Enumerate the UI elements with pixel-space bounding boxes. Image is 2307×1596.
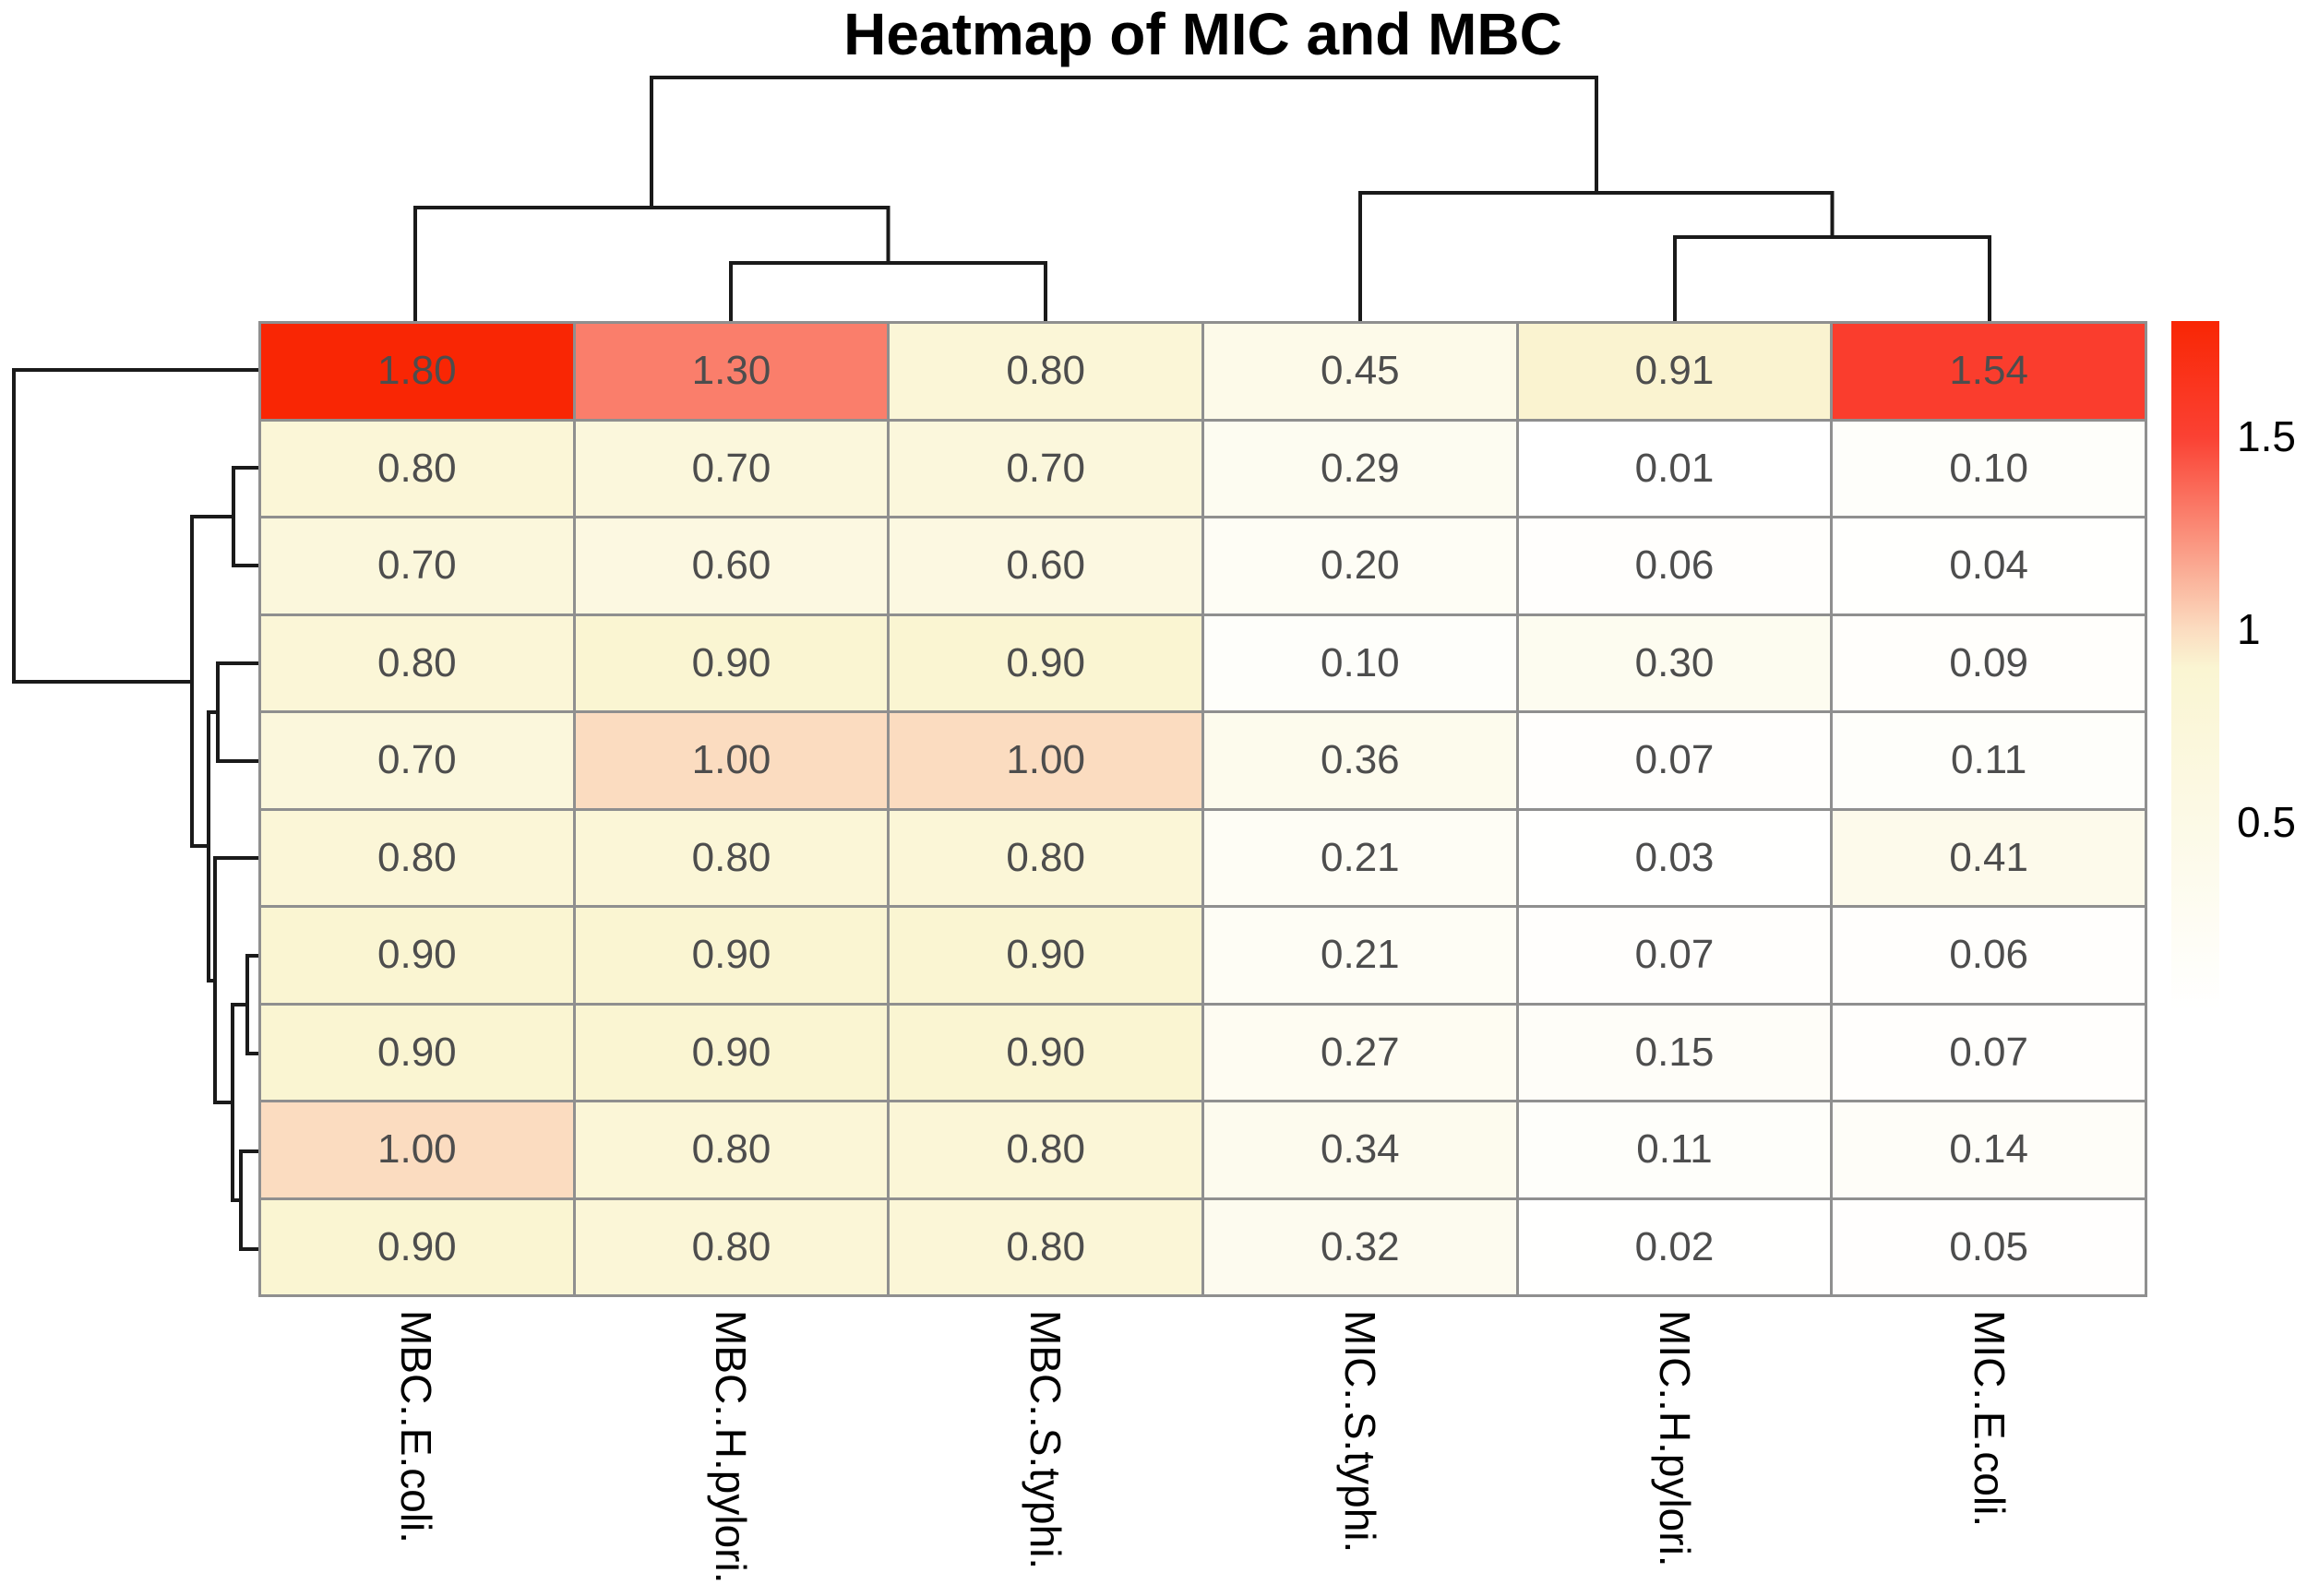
heatmap-cell: 0.10 [1833, 421, 2145, 516]
heatmap-cell: 0.60 [890, 518, 1201, 613]
heatmap-cell: 0.90 [575, 615, 888, 710]
heatmap-cell: 0.80 [261, 615, 573, 710]
column-label: MBC..S.typhi. [1021, 1310, 1070, 1570]
heatmap-cell: 0.70 [890, 421, 1201, 516]
dendrogram-branch [12, 368, 258, 684]
column-label: MBC..H.pylori. [706, 1310, 755, 1584]
heatmap-cell: 0.80 [575, 1199, 888, 1294]
heatmap-cell: 0.41 [1833, 810, 2145, 905]
heatmap-cell: 1.00 [575, 713, 888, 808]
heatmap-cell: 0.10 [1203, 615, 1516, 710]
heatmap-cell: 0.80 [890, 1199, 1201, 1294]
heatmap-cell: 0.80 [261, 421, 573, 516]
heatmap-cell: 0.90 [575, 1005, 888, 1100]
heatmap-cell: 0.90 [261, 908, 573, 1003]
heatmap-cell: 0.90 [890, 615, 1201, 710]
heatmap-cell: 0.21 [1203, 908, 1516, 1003]
heatmap-cell: 0.70 [261, 518, 573, 613]
heatmap-cell: 0.90 [890, 1005, 1201, 1100]
heatmap-cell: 0.01 [1518, 421, 1831, 516]
heatmap-cell: 0.90 [261, 1199, 573, 1294]
heatmap-cell: 0.03 [1518, 810, 1831, 905]
heatmap-cell: 0.02 [1518, 1199, 1831, 1294]
heatmap-cell: 0.80 [575, 810, 888, 905]
heatmap-cell: 1.30 [575, 324, 888, 419]
column-label: MIC..H.pylori. [1651, 1310, 1700, 1567]
heatmap-cell: 0.07 [1518, 713, 1831, 808]
dendrogram-branch [1358, 191, 1835, 321]
heatmap-cell: 0.80 [890, 810, 1201, 905]
heatmap-cell: 0.11 [1518, 1102, 1831, 1197]
dendrogram-branch [232, 466, 258, 567]
heatmap-cell: 0.80 [890, 1102, 1201, 1197]
heatmap-cell: 0.06 [1833, 908, 2145, 1003]
dendrogram-branch [216, 661, 258, 763]
legend-colorbar [2171, 321, 2219, 1011]
heatmap-cell: 0.30 [1518, 615, 1831, 710]
heatmap-cell: 0.91 [1518, 324, 1831, 419]
heatmap-cell: 0.32 [1203, 1199, 1516, 1294]
heatmap-cell: 0.34 [1203, 1102, 1516, 1197]
heatmap-cell: 0.70 [261, 713, 573, 808]
heatmap-cell: 0.11 [1833, 713, 2145, 808]
heatmap-cell: 0.04 [1833, 518, 2145, 613]
dendrogram-branch [245, 954, 258, 1055]
heatmap-cell: 1.54 [1833, 324, 2145, 419]
legend-tick-label: 0.5 [2237, 798, 2296, 847]
heatmap-cell: 0.80 [261, 810, 573, 905]
heatmap-cell: 0.36 [1203, 713, 1516, 808]
heatmap-cell: 0.21 [1203, 810, 1516, 905]
dendrogram-branch [1673, 235, 1991, 321]
heatmap-cell: 1.00 [890, 713, 1201, 808]
heatmap-cell: 0.15 [1518, 1005, 1831, 1100]
dendrogram-branch [650, 76, 1598, 208]
heatmap-cell: 0.90 [890, 908, 1201, 1003]
heatmap-cell: 0.20 [1203, 518, 1516, 613]
legend-tick-label: 1 [2237, 605, 2261, 654]
dendrogram-branch [239, 1149, 258, 1251]
heatmap-cell: 0.07 [1518, 908, 1831, 1003]
heatmap-cell: 0.90 [261, 1005, 573, 1100]
heatmap-cell: 0.80 [890, 324, 1201, 419]
heatmap-cell: 1.80 [261, 324, 573, 419]
heatmap-cell: 0.14 [1833, 1102, 2145, 1197]
heatmap-cell: 0.45 [1203, 324, 1516, 419]
chart-title: Heatmap of MIC and MBC [843, 1, 1562, 67]
heatmap-cell: 0.09 [1833, 615, 2145, 710]
column-label: MIC..E.coli. [1966, 1310, 2014, 1528]
heatmap-cell: 1.00 [261, 1102, 573, 1197]
heatmap-cell: 0.06 [1518, 518, 1831, 613]
dendrogram-branch [729, 261, 1047, 321]
dendrogram-branch [213, 856, 258, 1104]
heatmap-cell: 0.90 [575, 908, 888, 1003]
heatmap-cell: 0.07 [1833, 1005, 2145, 1100]
heatmap-grid: 1.80 1.30 0.80 0.45 0.91 1.54 0.80 0.70 0.70 0.29… [258, 321, 2147, 1297]
heatmap-cell: 0.80 [575, 1102, 888, 1197]
heatmap-cell: 0.60 [575, 518, 888, 613]
heatmap-cell: 0.27 [1203, 1005, 1516, 1100]
column-label: MBC..E.coli. [391, 1310, 440, 1544]
dendrogram-branch [190, 515, 233, 848]
legend-tick-label: 1.5 [2237, 412, 2296, 461]
column-label: MIC..S.typhi. [1336, 1310, 1385, 1554]
heatmap-cell: 0.70 [575, 421, 888, 516]
heatmap-cell: 0.05 [1833, 1199, 2145, 1294]
heatmap-cell: 0.29 [1203, 421, 1516, 516]
